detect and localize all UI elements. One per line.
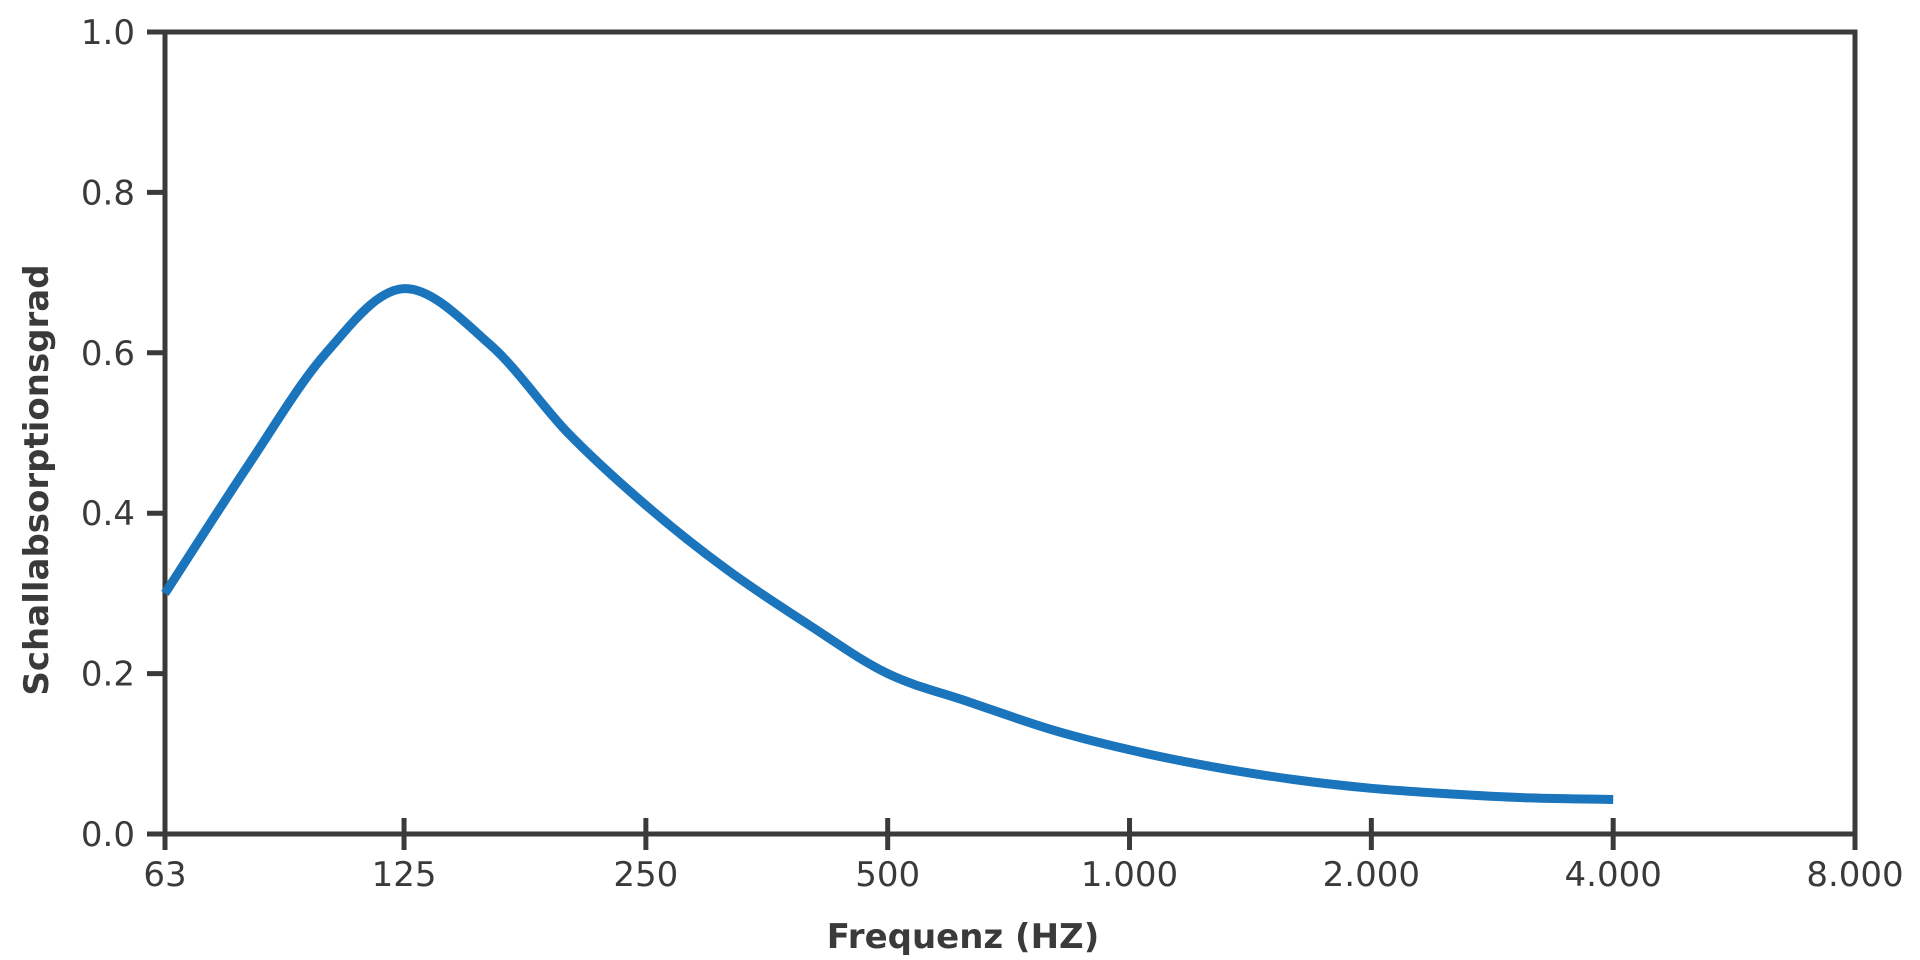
y-tick-label: 0.8 <box>81 173 135 213</box>
y-tick-label: 0.4 <box>81 494 135 534</box>
x-tick-label: 250 <box>613 855 678 895</box>
x-tick-label: 500 <box>855 855 920 895</box>
y-axis-title: Schallabsorptionsgrad <box>17 264 57 695</box>
y-axis: 0.0 0.2 0.4 0.6 0.8 1.0 <box>81 13 165 855</box>
y-tick-label: 0.6 <box>81 334 135 374</box>
y-tick-label: 0.2 <box>81 655 135 695</box>
plot-border <box>162 29 1858 837</box>
x-tick-label: 63 <box>143 855 186 895</box>
x-tick-label: 125 <box>372 855 437 895</box>
x-axis: 63 125 250 500 1.000 2.000 4.000 8.000 <box>143 818 1904 895</box>
x-tick-label: 8.000 <box>1806 855 1903 895</box>
x-tick-label: 1.000 <box>1081 855 1178 895</box>
plot-frame <box>162 29 1858 837</box>
y-tick-label: 1.0 <box>81 13 135 53</box>
series-line <box>161 284 1614 804</box>
x-axis-title: Frequenz (HZ) <box>827 917 1100 957</box>
series-layer <box>161 284 1614 804</box>
x-tick-label: 4.000 <box>1565 855 1662 895</box>
x-tick-label: 2.000 <box>1323 855 1420 895</box>
y-tick-label: 0.0 <box>81 815 135 855</box>
